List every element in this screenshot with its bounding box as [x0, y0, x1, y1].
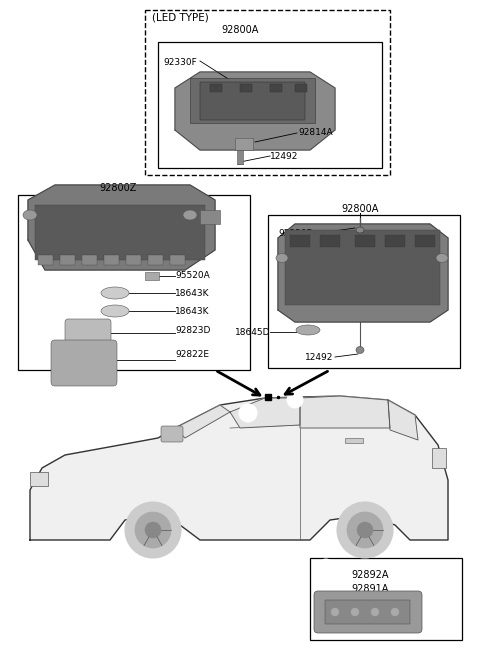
- FancyBboxPatch shape: [51, 340, 117, 386]
- Bar: [145, 272, 159, 280]
- Circle shape: [125, 502, 181, 558]
- Text: 92814A: 92814A: [298, 128, 333, 137]
- FancyBboxPatch shape: [314, 591, 422, 633]
- Bar: [126, 255, 141, 265]
- Bar: [325, 600, 410, 624]
- Bar: [310, 558, 462, 640]
- Bar: [385, 235, 405, 247]
- Text: 12492: 12492: [270, 152, 299, 161]
- Ellipse shape: [276, 254, 288, 263]
- Bar: [148, 255, 163, 265]
- Text: 18643K: 18643K: [175, 307, 209, 316]
- Text: 92823D: 92823D: [175, 326, 210, 335]
- Circle shape: [391, 608, 399, 616]
- Text: 92330F: 92330F: [163, 58, 197, 67]
- Bar: [237, 150, 243, 164]
- Bar: [35, 205, 205, 260]
- Text: a: a: [293, 397, 298, 406]
- Circle shape: [331, 608, 339, 616]
- Bar: [270, 84, 282, 92]
- Polygon shape: [175, 72, 335, 150]
- Circle shape: [347, 512, 383, 548]
- Ellipse shape: [356, 346, 364, 353]
- Bar: [104, 255, 119, 265]
- Circle shape: [135, 512, 171, 548]
- Circle shape: [371, 608, 379, 616]
- Text: a: a: [245, 409, 251, 418]
- Polygon shape: [388, 400, 418, 440]
- Text: (LED TYPE): (LED TYPE): [152, 12, 209, 22]
- Polygon shape: [28, 185, 215, 270]
- Bar: [60, 255, 75, 265]
- Ellipse shape: [23, 210, 37, 220]
- Bar: [38, 255, 53, 265]
- Bar: [200, 82, 305, 120]
- Polygon shape: [300, 396, 390, 428]
- Polygon shape: [175, 405, 230, 438]
- Ellipse shape: [183, 210, 197, 220]
- Text: a: a: [324, 563, 328, 572]
- Bar: [200, 210, 220, 224]
- Circle shape: [337, 502, 393, 558]
- FancyBboxPatch shape: [65, 319, 111, 347]
- Text: 92800Z: 92800Z: [99, 183, 137, 193]
- Text: 92892A: 92892A: [351, 570, 389, 580]
- Circle shape: [351, 608, 359, 616]
- Polygon shape: [278, 224, 448, 322]
- Polygon shape: [230, 398, 300, 428]
- Bar: [345, 438, 363, 443]
- Ellipse shape: [101, 305, 129, 317]
- Circle shape: [287, 392, 303, 408]
- Text: 92800A: 92800A: [221, 25, 259, 35]
- Text: 92330F: 92330F: [278, 229, 312, 238]
- Bar: [432, 448, 446, 468]
- Ellipse shape: [436, 254, 448, 263]
- Text: 92891A: 92891A: [351, 584, 389, 594]
- Bar: [170, 255, 185, 265]
- Text: 12492: 12492: [305, 353, 334, 362]
- Circle shape: [145, 522, 161, 538]
- Bar: [235, 138, 253, 150]
- Circle shape: [239, 404, 257, 422]
- Ellipse shape: [356, 227, 364, 233]
- Ellipse shape: [101, 287, 129, 299]
- Text: 92800A: 92800A: [341, 204, 379, 214]
- Bar: [285, 230, 440, 305]
- Bar: [240, 84, 252, 92]
- FancyBboxPatch shape: [161, 426, 183, 442]
- Bar: [190, 78, 315, 123]
- Text: 18645D: 18645D: [235, 328, 270, 337]
- Circle shape: [357, 522, 373, 538]
- Text: 92822E: 92822E: [175, 350, 209, 359]
- Text: 18643K: 18643K: [175, 289, 209, 298]
- Bar: [30, 472, 48, 486]
- Bar: [210, 84, 222, 92]
- Bar: [295, 84, 307, 92]
- Bar: [320, 235, 340, 247]
- Ellipse shape: [296, 325, 320, 335]
- Bar: [18, 195, 250, 370]
- Text: 95520A: 95520A: [175, 271, 210, 280]
- Bar: [355, 235, 375, 247]
- Bar: [145, 10, 390, 175]
- Bar: [415, 235, 435, 247]
- Bar: [82, 255, 97, 265]
- Bar: [268, 215, 460, 368]
- Bar: [158, 42, 382, 168]
- Bar: [290, 235, 310, 247]
- Circle shape: [318, 559, 334, 575]
- Polygon shape: [30, 396, 448, 540]
